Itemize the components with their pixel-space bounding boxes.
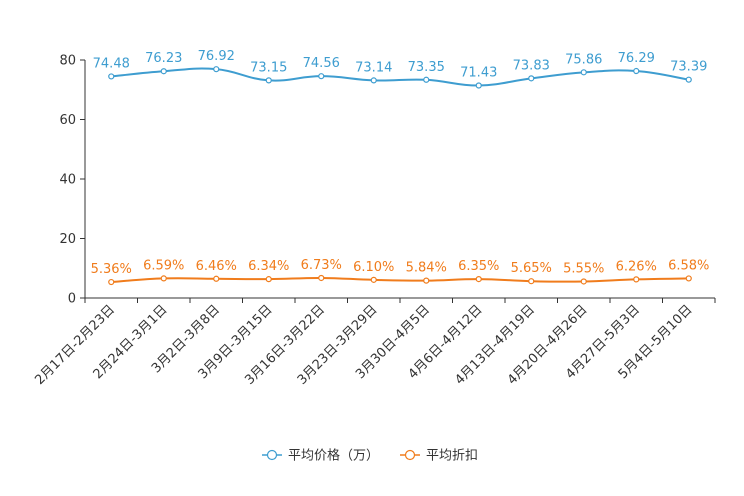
data-label: 73.83	[513, 58, 550, 73]
data-label: 73.39	[670, 60, 707, 75]
data-point	[108, 278, 115, 286]
data-label: 74.48	[93, 56, 130, 71]
data-point	[160, 68, 167, 75]
data-point	[265, 276, 272, 283]
data-point	[633, 67, 640, 75]
data-point	[318, 73, 325, 80]
data-label: 73.14	[355, 60, 392, 75]
data-point	[370, 276, 377, 283]
data-point	[685, 275, 692, 282]
y-tick-label: 40	[59, 173, 76, 188]
data-label: 76.29	[618, 51, 655, 66]
data-point	[108, 73, 115, 80]
data-label: 5.65%	[511, 261, 552, 276]
legend-marker-2	[404, 449, 416, 461]
y-tick-label: 20	[59, 232, 76, 247]
data-point	[265, 77, 272, 84]
y-tick-label: 80	[59, 54, 76, 69]
data-label: 73.15	[250, 60, 287, 75]
data-label: 6.58%	[668, 258, 709, 273]
y-tick-label: 60	[59, 113, 76, 128]
data-label: 6.73%	[301, 258, 342, 273]
data-label: 75.86	[565, 52, 602, 67]
legend-marker-1	[266, 449, 278, 461]
data-label: 6.59%	[143, 258, 184, 273]
data-label: 76.23	[145, 51, 182, 66]
data-point	[528, 75, 535, 82]
data-point	[423, 277, 430, 284]
data-point	[213, 66, 220, 73]
data-label: 76.92	[198, 49, 235, 64]
data-point	[580, 69, 587, 76]
data-label: 6.35%	[458, 259, 499, 274]
data-label: 6.26%	[616, 259, 657, 274]
series-line-1	[111, 67, 689, 87]
data-label: 71.43	[460, 65, 497, 80]
data-label: 73.35	[408, 60, 445, 75]
data-point	[528, 278, 535, 285]
data-point	[370, 77, 377, 84]
data-point	[213, 275, 220, 282]
data-point	[633, 276, 640, 283]
data-label: 5.55%	[563, 261, 604, 276]
data-point	[423, 76, 430, 83]
data-label: 6.46%	[196, 259, 237, 274]
data-point	[475, 82, 482, 89]
data-point	[685, 76, 692, 83]
data-point	[580, 278, 587, 285]
legend-label-2: 平均折扣	[426, 449, 478, 464]
series-line-2	[111, 276, 689, 284]
data-label: 6.10%	[353, 260, 394, 275]
y-tick-label: 0	[68, 292, 76, 307]
data-point	[160, 275, 167, 282]
data-point	[475, 276, 482, 283]
data-label: 5.84%	[406, 261, 447, 276]
data-label: 5.36%	[91, 262, 132, 277]
data-point	[318, 274, 325, 282]
data-label: 6.34%	[248, 259, 289, 274]
data-label: 74.56	[303, 56, 340, 71]
legend-label-1: 平均价格（万）	[288, 448, 379, 464]
